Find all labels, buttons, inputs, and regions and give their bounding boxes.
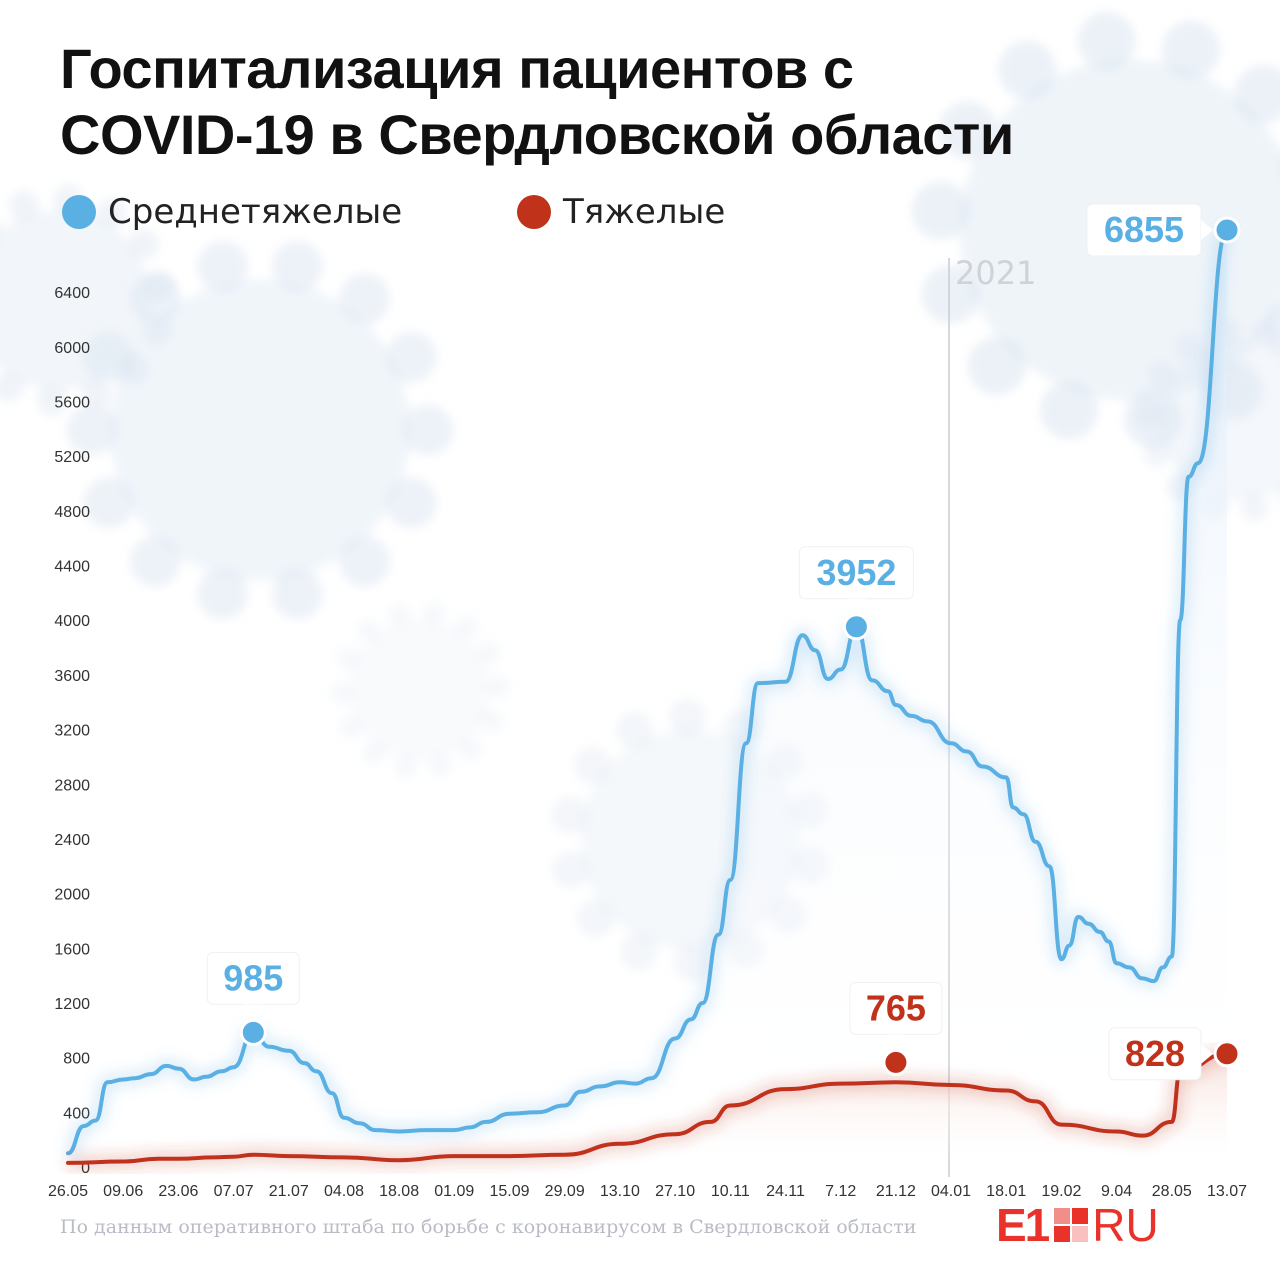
x-tick-label: 21.12 bbox=[876, 1183, 916, 1200]
series-area-1 bbox=[68, 1053, 1227, 1167]
annotation-pointer bbox=[885, 1034, 906, 1047]
y-tick-label: 400 bbox=[63, 1105, 90, 1122]
legend-label-severe: Тяжелые bbox=[563, 192, 726, 232]
virus-shape bbox=[66, 240, 454, 620]
annotation-label: 6855 bbox=[1104, 209, 1184, 250]
annotation-label: 3952 bbox=[816, 552, 896, 593]
x-tick-label: 04.01 bbox=[931, 1183, 971, 1200]
y-tick-label: 2800 bbox=[54, 777, 90, 794]
x-tick-label: 18.08 bbox=[379, 1183, 419, 1200]
annotation-pointer bbox=[846, 598, 867, 611]
annotation-dot bbox=[1213, 216, 1241, 244]
y-tick-label: 1600 bbox=[54, 941, 90, 958]
x-tick-label: 09.06 bbox=[103, 1183, 143, 1200]
annotation-985: 985 bbox=[206, 951, 300, 1046]
annotation-label: 828 bbox=[1125, 1033, 1185, 1074]
x-tick-label: 13.10 bbox=[600, 1183, 640, 1200]
annotation-box bbox=[798, 546, 914, 600]
y-tick-label: 5600 bbox=[54, 395, 90, 412]
x-tick-label: 27.10 bbox=[655, 1183, 695, 1200]
annotation-pointer bbox=[243, 1004, 264, 1017]
series-area-0 bbox=[68, 230, 1227, 1167]
annotation-label: 985 bbox=[223, 957, 283, 998]
x-tick-label: 26.05 bbox=[48, 1183, 88, 1200]
logo-squares-icon bbox=[1054, 1208, 1089, 1242]
x-tick-label: 18.01 bbox=[986, 1183, 1026, 1200]
y-tick-label: 4400 bbox=[54, 559, 90, 576]
y-tick-label: 5200 bbox=[54, 449, 90, 466]
annotation-box bbox=[849, 981, 943, 1035]
x-tick-label: 29.09 bbox=[545, 1183, 585, 1200]
title-line-2: COVID-19 в Свердловской области bbox=[60, 103, 1014, 166]
y-tick-label: 6000 bbox=[54, 340, 90, 357]
annotation-pointer bbox=[1201, 220, 1213, 240]
logo-e1-text: E1 bbox=[996, 1199, 1050, 1251]
annotation-dot bbox=[239, 1018, 267, 1046]
y-tick-label: 2400 bbox=[54, 832, 90, 849]
x-tick-label: 04.08 bbox=[324, 1183, 364, 1200]
annotation-828: 828 bbox=[1108, 1027, 1241, 1081]
annotation-label: 765 bbox=[866, 987, 926, 1028]
chart-title: Госпитализация пациентов с COVID-19 в Св… bbox=[60, 36, 1240, 168]
x-tick-label: 10.11 bbox=[711, 1183, 750, 1200]
y-tick-label: 1200 bbox=[54, 996, 90, 1013]
x-tick-label: 28.05 bbox=[1152, 1183, 1192, 1200]
x-tick-label: 15.09 bbox=[489, 1183, 529, 1200]
y-tick-label: 6400 bbox=[54, 285, 90, 302]
annotation-dot bbox=[1213, 1040, 1241, 1068]
annotation-dot bbox=[882, 1048, 910, 1076]
y-tick-label: 800 bbox=[63, 1051, 90, 1068]
annotation-3952: 3952 bbox=[798, 546, 914, 641]
series-line-1 bbox=[66, 1051, 1229, 1165]
y-tick-label: 4000 bbox=[54, 613, 90, 630]
e1-logo: E1 RU bbox=[996, 1199, 1159, 1251]
annotation-dot bbox=[842, 613, 870, 641]
legend-label-moderate: Среднетяжелые bbox=[108, 192, 403, 232]
x-tick-label: 07.07 bbox=[214, 1183, 254, 1200]
legend-item-severe: Тяжелые bbox=[517, 190, 725, 234]
annotation-765: 765 bbox=[849, 981, 943, 1076]
legend-dot-red-icon bbox=[517, 195, 551, 229]
x-tick-label: 9.04 bbox=[1101, 1183, 1132, 1200]
title-line-1: Госпитализация пациентов с bbox=[60, 37, 854, 100]
y-tick-label: 3600 bbox=[54, 668, 90, 685]
year-label: 2021 bbox=[955, 254, 1036, 292]
source-note: По данным оперативного штаба по борьбе с… bbox=[60, 1216, 917, 1238]
virus-shape bbox=[329, 601, 511, 779]
x-tick-label: 19.02 bbox=[1041, 1183, 1081, 1200]
x-tick-label: 13.07 bbox=[1207, 1183, 1247, 1200]
annotation-pointer bbox=[1201, 1043, 1213, 1064]
x-tick-label: 23.06 bbox=[158, 1183, 198, 1200]
x-tick-label: 7.12 bbox=[825, 1183, 856, 1200]
legend-item-moderate: Среднетяжелые bbox=[62, 190, 402, 234]
y-tick-label: 4800 bbox=[54, 504, 90, 521]
x-tick-label: 01.09 bbox=[434, 1183, 474, 1200]
x-tick-label: 24.11 bbox=[766, 1183, 805, 1200]
legend-dot-blue-icon bbox=[62, 195, 96, 229]
y-tick-label: 2000 bbox=[54, 887, 90, 904]
x-tick-label: 21.07 bbox=[269, 1183, 309, 1200]
logo-ru-text: RU bbox=[1092, 1199, 1159, 1251]
annotation-6855: 6855 bbox=[1086, 203, 1241, 257]
y-tick-label: 3200 bbox=[54, 723, 90, 740]
